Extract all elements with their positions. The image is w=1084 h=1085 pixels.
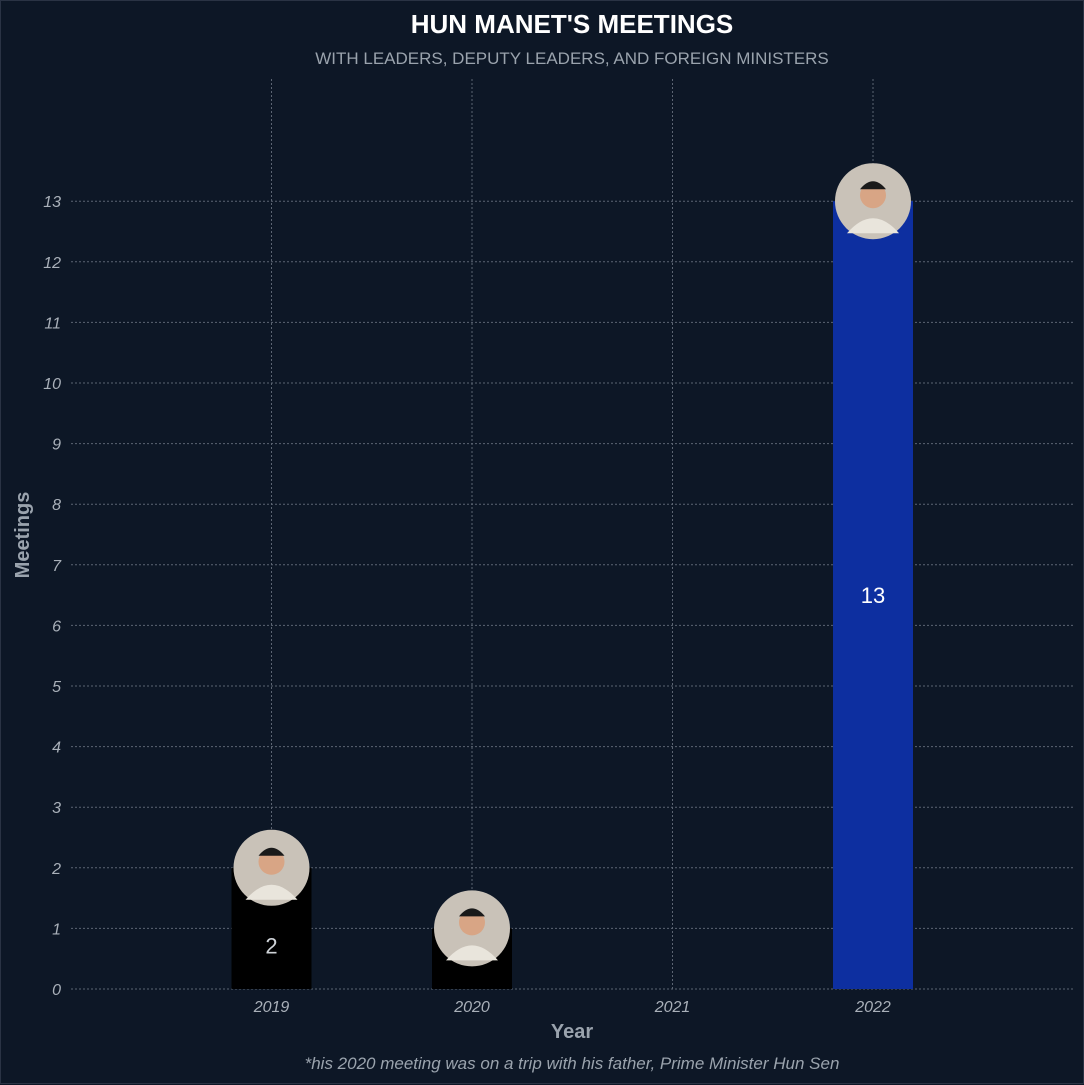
y-tick-label: 4	[52, 740, 61, 757]
x-tick-label: 2021	[654, 999, 691, 1016]
x-tick-label: 2019	[253, 999, 290, 1016]
x-tick-label: 2022	[854, 999, 891, 1016]
y-tick-label: 5	[52, 679, 61, 696]
portrait-photo-icon	[434, 890, 510, 967]
y-tick-label: 7	[52, 558, 62, 575]
y-tick-label: 3	[52, 800, 61, 817]
y-tick-label: 9	[52, 437, 61, 454]
chart-caption: *his 2020 meeting was on a trip with his…	[305, 1054, 840, 1073]
y-tick-label: 10	[43, 376, 61, 393]
portrait-hair	[860, 181, 886, 190]
y-axis-label: Meetings	[12, 492, 34, 579]
bar-value-label: 13	[861, 583, 885, 608]
portrait-photo-icon	[233, 829, 310, 906]
portrait-hair	[459, 908, 485, 917]
x-tick-label: 2020	[453, 999, 490, 1016]
portrait-photo-icon	[835, 163, 911, 240]
value-labels: 2 13	[265, 583, 885, 958]
portrait-body	[847, 218, 899, 234]
x-axis-label: Year	[551, 1021, 593, 1043]
portrait-body	[446, 945, 498, 961]
bars	[231, 201, 913, 989]
gridlines	[71, 79, 1073, 990]
portrait-body	[245, 884, 298, 900]
y-tick-label: 8	[52, 497, 61, 514]
y-tick-label: 2	[51, 861, 61, 878]
y-tick-label: 12	[43, 255, 61, 272]
markers	[233, 163, 911, 967]
y-tick-label: 11	[44, 315, 61, 332]
y-tick-label: 0	[52, 982, 61, 999]
portrait-hair	[258, 847, 285, 856]
chart-subtitle: WITH LEADERS, DEPUTY LEADERS, AND FOREIG…	[315, 49, 829, 68]
chart-title: HUN MANET'S MEETINGS	[411, 9, 734, 39]
bar-value-label: 2	[265, 933, 277, 958]
y-tick-label: 6	[52, 618, 61, 635]
y-tick-label: 13	[43, 194, 61, 211]
y-tick-label: 1	[52, 921, 61, 938]
x-axis-ticks: 2019 2020 2021 2022	[253, 999, 891, 1016]
bar-2022	[833, 201, 913, 989]
